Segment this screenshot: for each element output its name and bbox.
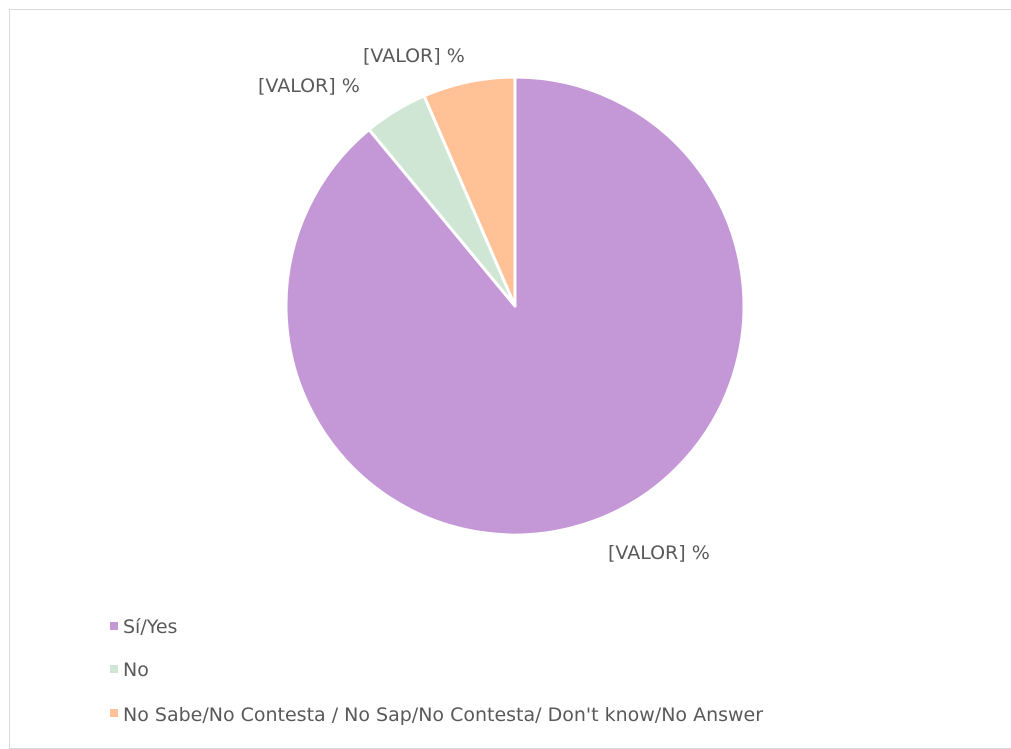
legend-label-no: No xyxy=(123,659,149,681)
legend-label-yes: Sí/Yes xyxy=(123,616,177,638)
data-label-dont-know: [VALOR] % xyxy=(363,45,465,67)
data-label-no: [VALOR] % xyxy=(258,75,360,97)
pie-slice-dont-know xyxy=(422,75,517,308)
legend-swatch-yes xyxy=(110,622,118,630)
legend-swatch-no xyxy=(110,665,118,673)
legend-label-dont-know: No Sabe/No Contesta / No Sap/No Contesta… xyxy=(123,704,763,726)
pie-slices xyxy=(284,75,746,537)
legend-swatch-dont-know xyxy=(110,709,118,717)
legend: Sí/Yes No No Sabe/No Contesta / No Sap/N… xyxy=(110,616,763,726)
data-label-yes: [VALOR] % xyxy=(608,542,710,564)
